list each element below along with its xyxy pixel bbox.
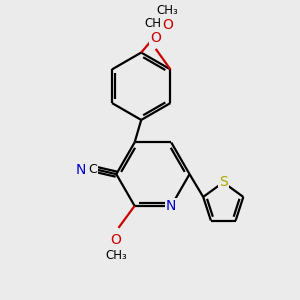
Text: S: S bbox=[219, 176, 228, 189]
Text: O: O bbox=[111, 233, 122, 247]
Text: O: O bbox=[150, 31, 161, 45]
Text: C: C bbox=[88, 163, 97, 176]
Text: CH₃: CH₃ bbox=[105, 249, 127, 262]
Text: N: N bbox=[166, 199, 176, 213]
Text: O: O bbox=[162, 18, 173, 32]
Text: CH₃: CH₃ bbox=[157, 4, 178, 17]
Text: N: N bbox=[75, 163, 86, 177]
Text: CH₃: CH₃ bbox=[145, 16, 167, 30]
